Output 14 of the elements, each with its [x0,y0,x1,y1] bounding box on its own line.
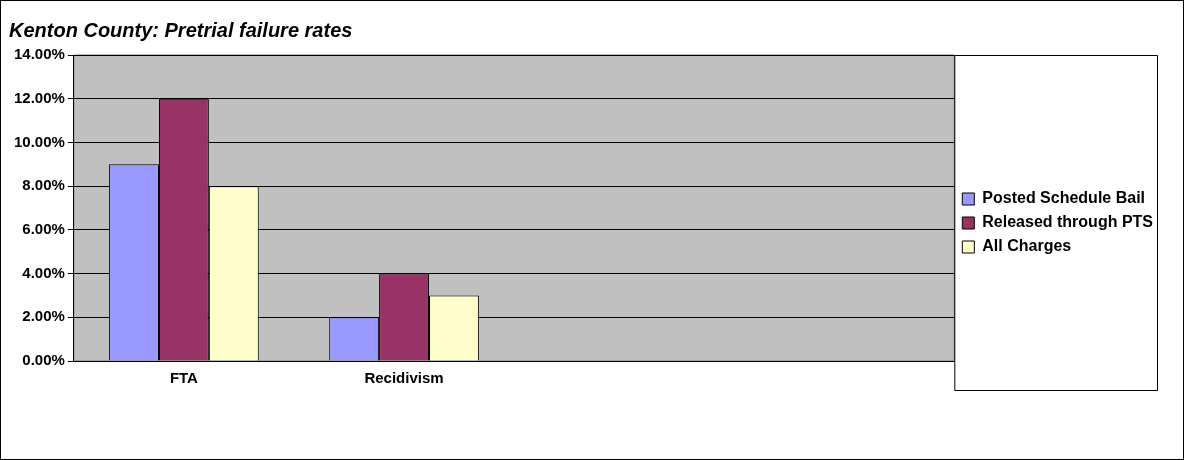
y-tick-label: 14.00% [14,45,65,63]
chart-title: Kenton County: Pretrial failure rates [9,19,353,42]
y-tick-label: 10.00% [14,132,65,150]
y-tick-label: 12.00% [14,88,65,106]
x-tick-label: FTA [169,369,199,387]
legend-label: Posted Schedule Bail [982,189,1146,207]
y-tick-label: 4.00% [22,263,65,281]
legend-label: Released through PTS [982,213,1154,231]
y-tick-label: 6.00% [22,220,65,237]
y-tick-label: 0.00% [22,351,65,369]
x-tick-label: Recidivism [364,369,444,387]
y-tick-label: 8.00% [22,176,65,194]
legend-label: All Charges [982,237,1072,255]
y-tick-label: 2.00% [22,307,65,325]
